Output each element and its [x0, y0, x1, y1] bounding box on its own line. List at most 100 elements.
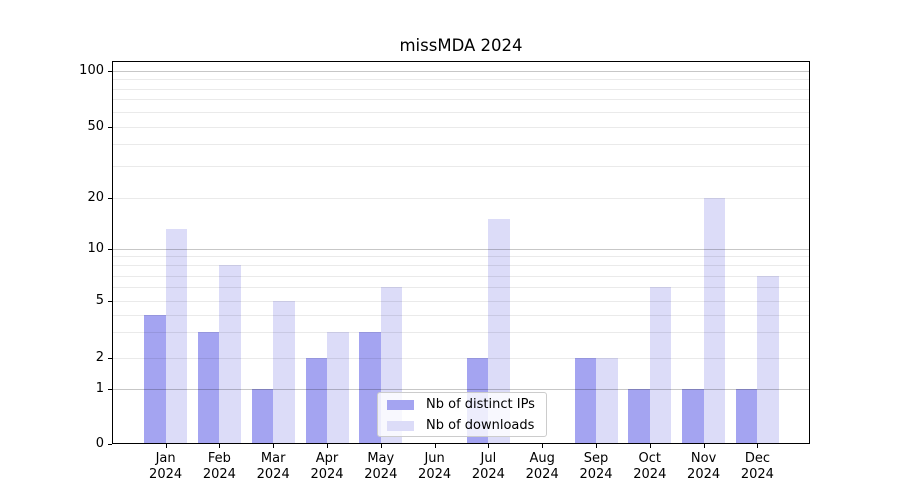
chart-title: missMDA 2024: [399, 36, 523, 55]
bar-downloads-Apr: [327, 332, 349, 443]
bar-downloads-Dec: [757, 275, 779, 443]
x-tick-mark-Mar: [273, 444, 275, 448]
y-tick-mark-2: [108, 357, 112, 359]
minor-gridline-9: [112, 256, 810, 258]
minor-gridline-8: [112, 265, 810, 267]
x-tick-year: 2024: [740, 466, 774, 482]
bar-downloads-Jan: [165, 229, 188, 443]
x-tick-year: 2024: [471, 466, 505, 482]
major-gridline-1: [112, 389, 810, 390]
minor-gridline-60: [112, 111, 810, 113]
y-tick-label-5: 5: [95, 293, 104, 308]
minor-gridline-6: [112, 287, 810, 289]
minor-gridline-5: [112, 301, 810, 302]
minor-gridline-4: [112, 314, 810, 316]
bar-ips-Oct: [628, 389, 650, 443]
bar-ips-Jan: [144, 314, 166, 443]
x-tick-label-May: May 2024: [353, 451, 409, 482]
minor-gridline-20: [112, 198, 810, 199]
x-tick-mark-Oct: [649, 444, 651, 448]
left-spine: [112, 61, 113, 444]
y-tick-mark-0: [108, 444, 112, 445]
minor-gridline-70: [112, 99, 810, 101]
minor-gridline-3: [112, 332, 810, 334]
x-tick-label-Nov: Nov 2024: [676, 451, 732, 482]
right-spine: [809, 61, 810, 444]
y-tick-label-10: 10: [87, 240, 104, 256]
x-tick-label-Jul: Jul 2024: [460, 451, 516, 482]
y-tick-mark-50: [108, 126, 112, 128]
bar-downloads-Jul: [488, 218, 510, 443]
x-tick-month: May: [367, 451, 395, 466]
x-tick-mark-Jul: [488, 444, 490, 448]
bar-downloads-Sep: [596, 357, 618, 443]
minor-gridline-7: [112, 275, 810, 277]
y-tick-mark-10: [108, 248, 112, 250]
x-tick-month: Mar: [260, 451, 286, 466]
x-tick-year: 2024: [633, 466, 667, 482]
x-tick-year: 2024: [310, 466, 344, 482]
x-tick-year: 2024: [202, 466, 236, 482]
minor-gridline-2: [112, 357, 810, 359]
y-tick-mark-20: [108, 198, 112, 199]
x-tick-mark-Sep: [596, 444, 597, 448]
minor-gridline-50: [112, 126, 810, 128]
x-tick-mark-Dec: [757, 444, 759, 448]
x-tick-mark-May: [380, 444, 382, 448]
x-tick-year: 2024: [687, 466, 721, 482]
minor-gridline-30: [112, 166, 810, 168]
legend-entry-distinct-ips: Nb of distinct IPs: [378, 395, 546, 415]
bar-downloads-Oct: [649, 287, 672, 443]
x-tick-mark-Nov: [703, 444, 705, 448]
bar-ips-Feb: [197, 332, 220, 443]
x-tick-mark-Apr: [327, 444, 328, 448]
bar-downloads-Mar: [273, 301, 295, 443]
x-tick-month: Feb: [207, 451, 231, 466]
x-tick-month: Sep: [583, 451, 609, 466]
x-tick-year: 2024: [525, 466, 559, 482]
bottom-spine: [112, 443, 810, 444]
y-tick-mark-100: [108, 70, 112, 72]
minor-gridline-40: [112, 143, 810, 145]
x-tick-label-Jan: Jan 2024: [138, 451, 194, 482]
bar-ips-Apr: [305, 357, 327, 443]
bar-ips-Nov: [682, 389, 704, 443]
x-tick-label-Jun: Jun 2024: [407, 451, 463, 482]
y-tick-label-50: 50: [87, 118, 104, 134]
x-tick-year: 2024: [364, 466, 398, 482]
minor-gridline-90: [112, 79, 810, 80]
bar-ips-May: [359, 332, 381, 443]
major-gridline-100: [112, 70, 810, 72]
x-tick-label-Oct: Oct 2024: [622, 451, 678, 482]
y-tick-label-20: 20: [87, 190, 104, 205]
x-tick-mark-Feb: [219, 444, 221, 448]
x-tick-month: Oct: [638, 451, 662, 466]
x-tick-month: Jul: [480, 451, 497, 466]
bar-ips-Sep: [574, 357, 596, 443]
legend: Nb of distinct IPs Nb of downloads: [377, 392, 547, 437]
y-tick-label-1: 1: [95, 381, 104, 396]
plot-area: 100 50 20 10 5 2 1 0 Jan 2024 Feb 2024 Mar 2024 Apr 202…: [79, 61, 810, 482]
x-tick-year: 2024: [418, 466, 452, 482]
y-tick-label-100: 100: [79, 62, 104, 78]
bar-downloads-Feb: [219, 265, 241, 443]
legend-swatch-downloads: [387, 421, 414, 431]
y-tick-label-0: 0: [95, 436, 104, 451]
x-tick-month: Apr: [315, 451, 339, 466]
y-tick-label-2: 2: [95, 349, 104, 365]
bar-downloads-Nov: [703, 198, 726, 443]
x-tick-label-Feb: Feb 2024: [191, 451, 247, 482]
x-tick-month: Jan: [155, 451, 176, 466]
legend-label-distinct-ips: Nb of distinct IPs: [426, 397, 535, 412]
x-tick-year: 2024: [579, 466, 613, 482]
top-spine: [112, 61, 810, 62]
x-tick-mark-Jan: [165, 444, 167, 448]
legend-swatch-distinct-ips: [387, 400, 414, 410]
x-tick-label-Sep: Sep 2024: [568, 451, 624, 482]
x-tick-month: Dec: [744, 451, 770, 466]
x-tick-mark-Aug: [542, 444, 544, 448]
y-tick-mark-1: [108, 389, 112, 390]
minor-gridline-80: [112, 88, 810, 90]
x-tick-label-Apr: Apr 2024: [299, 451, 355, 482]
